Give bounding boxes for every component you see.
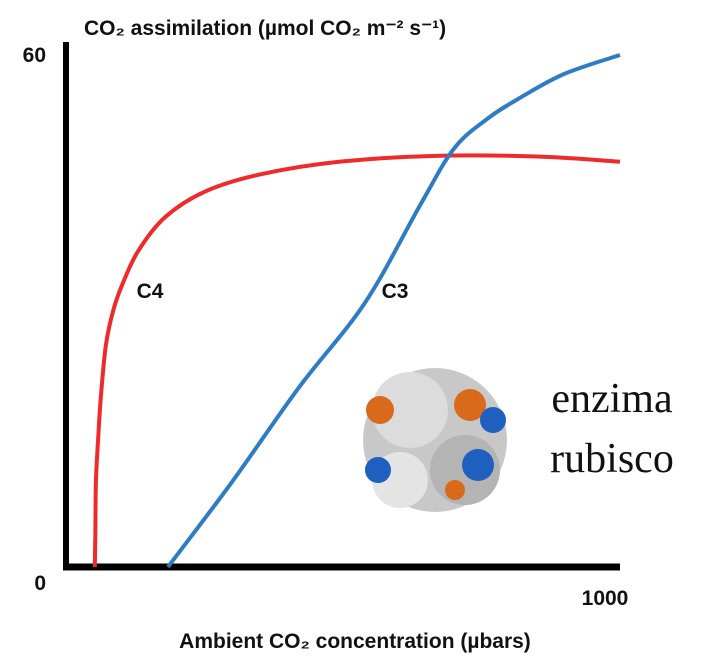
protein-lobe [372,372,448,448]
x-axis-title: Ambient CO₂ concentration (µbars) [179,630,531,653]
annotation: rubisco [550,436,674,482]
x-tick-label: 1000 [582,587,629,610]
series-label: C4 [137,280,164,303]
protein-subunit [365,457,391,483]
protein-subunit [454,389,486,421]
rubisco-image [363,368,507,512]
y-tick-label: 0 [34,572,46,595]
protein-subunit [366,396,394,424]
series-line [166,53,621,569]
annotation: enzima [551,376,673,422]
protein-subunit [480,407,506,433]
series-label: C3 [382,280,409,303]
y-tick-label: 60 [23,44,46,67]
protein-subunit [445,480,465,500]
y-axis-title: CO₂ assimilation (µmol CO₂ m⁻² s⁻¹) [84,17,446,40]
series-line [92,153,621,568]
protein-subunit [462,449,494,481]
